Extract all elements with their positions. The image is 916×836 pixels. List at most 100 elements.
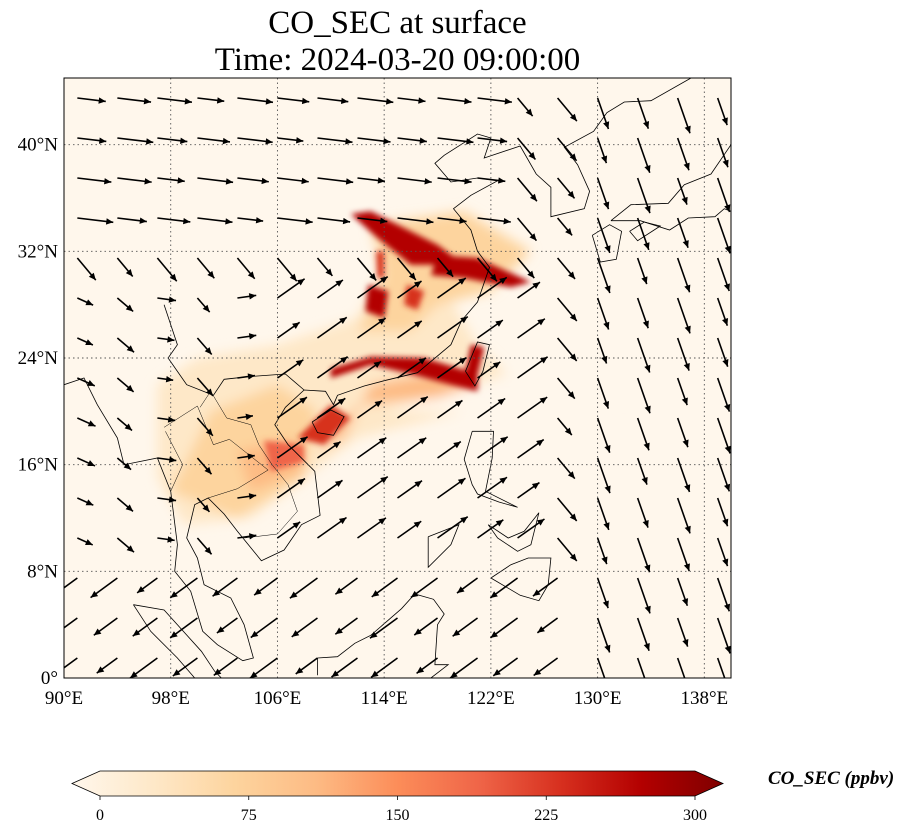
wind-arrow <box>116 257 134 277</box>
wind-arrow <box>77 297 94 306</box>
wind-arrow <box>676 537 690 572</box>
colorbar-tick-label: 0 <box>96 807 104 824</box>
map-axes: 90°E 98°E 106°E 114°E 122°E 130°E 138°E 0° 8°N 16… <box>18 135 729 709</box>
wind-arrow <box>237 137 273 145</box>
colorbar-tick-label: 225 <box>534 807 558 824</box>
map-frame <box>63 77 732 679</box>
wind-arrow <box>212 577 238 597</box>
wind-arrow-head <box>724 645 731 654</box>
wind-arrow-head <box>295 667 304 674</box>
wind-arrow <box>636 97 650 129</box>
wind-arrow <box>237 333 257 340</box>
wind-arrow <box>76 257 97 281</box>
wind-arrow-head <box>418 97 426 104</box>
wind-arrow-head <box>378 517 386 525</box>
wind-arrow <box>596 177 610 210</box>
wind-arrow <box>117 137 154 145</box>
wind-arrow <box>516 97 534 117</box>
wind-arrow-head <box>85 339 93 346</box>
wind-arrow <box>317 217 351 225</box>
wind-arrow-head <box>414 628 422 636</box>
core-indochina <box>264 440 305 472</box>
wind-arrow-head <box>456 586 465 594</box>
coastline-segment <box>311 409 345 436</box>
wind-arrow <box>397 217 434 225</box>
wind-arrow-head <box>124 423 133 431</box>
wind-arrow <box>93 617 118 636</box>
coastline-segment <box>163 405 269 499</box>
wind-arrow-head <box>564 427 572 436</box>
wind-arrow <box>157 217 191 225</box>
wind-arrow-head <box>453 441 461 449</box>
wind-arrow <box>357 217 388 224</box>
wind-arrow <box>237 413 254 420</box>
wind-arrow-head <box>532 282 540 289</box>
wind-arrow <box>477 361 501 379</box>
wind-arrow-head <box>98 137 107 144</box>
wind-arrow-head <box>377 177 385 184</box>
wind-arrow-head <box>255 217 264 224</box>
wind-arrow <box>357 137 391 145</box>
wind-arrow-head <box>418 437 427 445</box>
wind-arrow-head <box>289 591 298 599</box>
wind-arrow <box>437 137 474 145</box>
wind-arrow <box>237 217 264 224</box>
wind-arrow-head <box>529 233 537 241</box>
wind-arrow-head <box>454 400 463 408</box>
core-central-china-1 <box>365 284 389 318</box>
wind-arrow <box>397 480 423 499</box>
wind-arrow <box>116 417 133 432</box>
wind-arrow <box>517 438 545 459</box>
wind-arrow-head <box>132 629 141 637</box>
wind-arrow-head <box>452 629 461 637</box>
wind-arrow <box>596 297 610 330</box>
wind-arrow-head <box>602 600 609 609</box>
wind-arrow-head <box>250 630 259 638</box>
wind-arrow-head <box>96 666 105 674</box>
wind-arrow-head <box>380 276 388 284</box>
wind-arrow <box>636 257 648 285</box>
wind-arrow <box>77 417 96 427</box>
coastline-segment <box>463 430 518 508</box>
wind-arrow <box>370 657 398 678</box>
wind-arrow-head <box>569 553 577 562</box>
wind-arrow-head <box>681 397 688 406</box>
wind-arrow-head <box>499 477 507 484</box>
wind-arrow <box>716 417 731 454</box>
wind-arrow <box>437 277 467 299</box>
wind-arrow-head <box>644 405 651 414</box>
wind-arrow <box>276 278 306 299</box>
wind-arrow <box>216 617 238 634</box>
wind-arrow-head <box>643 121 650 129</box>
wind-arrow <box>357 399 383 419</box>
wind-arrow-head <box>168 296 177 303</box>
wind-arrow <box>437 477 466 499</box>
wind-arrow-head <box>297 478 305 486</box>
wind-arrow <box>276 321 301 339</box>
wind-arrow-head <box>644 605 651 614</box>
wind-arrow <box>517 481 540 499</box>
wind-arrow <box>716 657 726 678</box>
wind-arrow-head <box>204 546 212 555</box>
wind-arrow-head <box>499 137 508 144</box>
wind-arrow <box>169 617 198 639</box>
core-taiwan <box>464 344 485 385</box>
wind-arrow <box>196 337 213 356</box>
wind-arrow-head <box>722 359 729 367</box>
wind-arrow <box>437 440 462 459</box>
wind-arrow-head <box>492 361 501 369</box>
wind-arrow <box>437 217 467 224</box>
wind-arrow <box>77 457 96 467</box>
wind-arrow <box>157 177 185 184</box>
wind-arrow-head <box>460 516 468 524</box>
wind-arrow <box>90 577 118 599</box>
wind-arrow <box>556 377 576 400</box>
plume-south-coast <box>290 371 478 465</box>
wind-arrow <box>676 577 689 607</box>
wind-arrow-head <box>213 668 222 676</box>
wind-arrow-head <box>250 671 258 678</box>
wind-arrow-head <box>265 98 273 105</box>
wind-arrow-head <box>93 628 102 636</box>
wind-arrow <box>636 537 651 573</box>
